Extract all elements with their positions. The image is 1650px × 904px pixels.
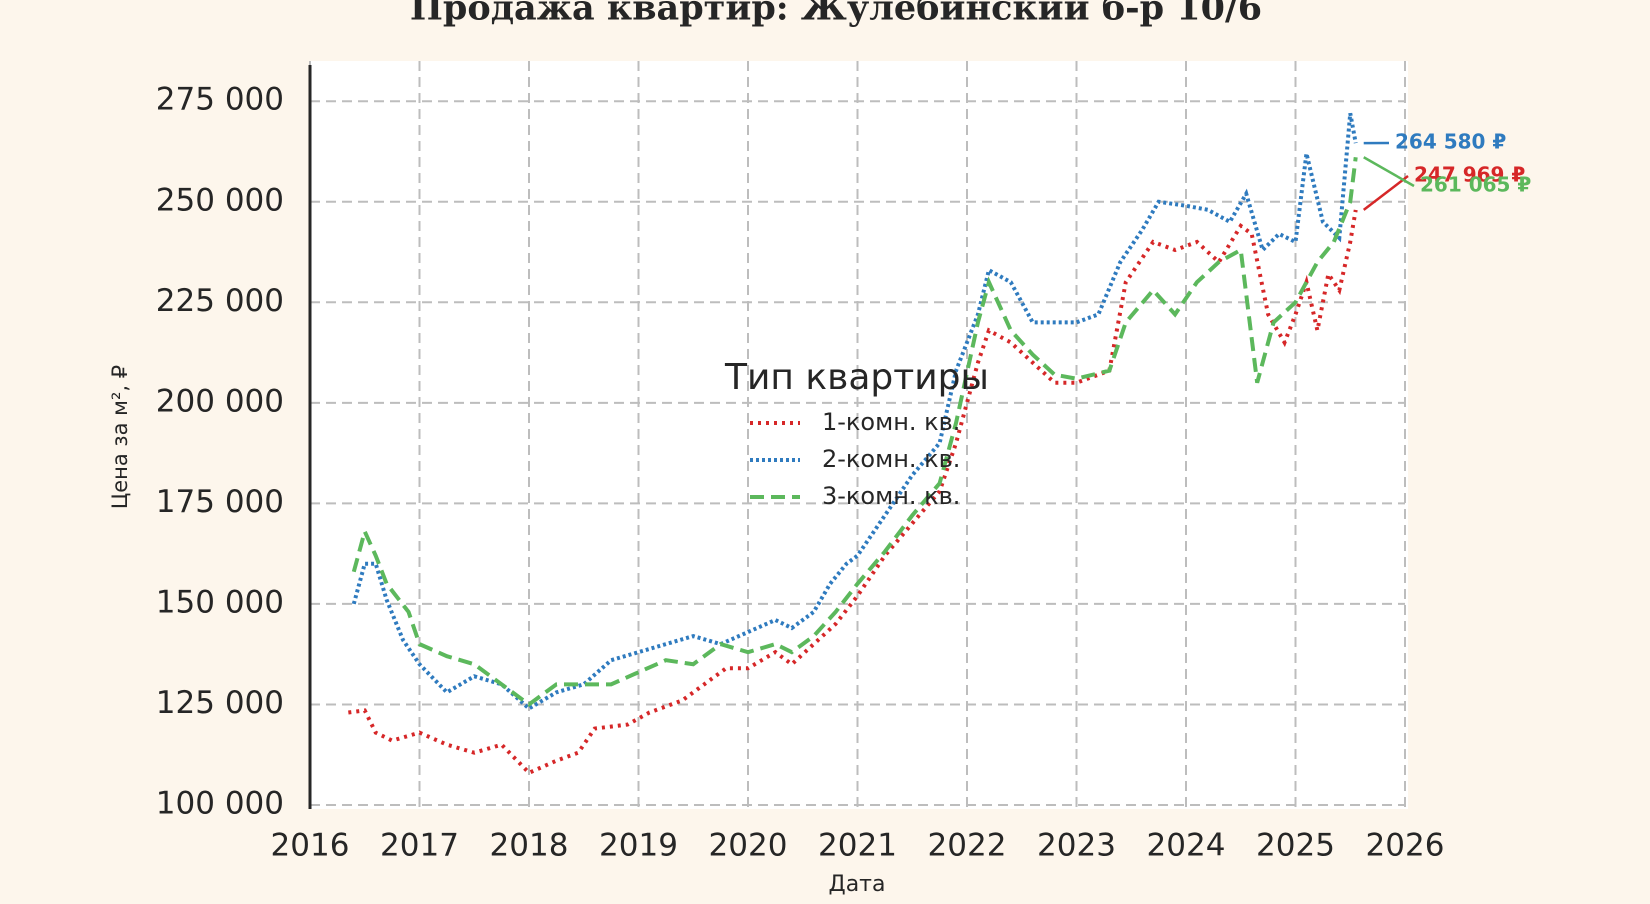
- y-tick-label: 125 000: [156, 685, 284, 721]
- legend-label: 1-комн. кв.: [822, 408, 960, 436]
- x-tick-label: 2024: [1147, 828, 1226, 864]
- x-tick-label: 2020: [709, 828, 788, 864]
- end-label: 261 065 ₽: [1420, 173, 1531, 197]
- x-tick-label: 2018: [490, 828, 569, 864]
- end-label: 264 580 ₽: [1395, 130, 1506, 154]
- x-axis-label: Дата: [829, 872, 886, 897]
- x-tick-label: 2026: [1366, 828, 1445, 864]
- y-tick-label: 150 000: [156, 584, 284, 620]
- x-tick-label: 2021: [818, 828, 897, 864]
- x-tick-label: 2017: [380, 828, 459, 864]
- y-axis-label: Цена за м², ₽: [108, 365, 132, 509]
- x-tick-label: 2023: [1037, 828, 1116, 864]
- y-tick-label: 275 000: [156, 82, 284, 118]
- x-tick-label: 2016: [271, 828, 350, 864]
- y-tick-label: 200 000: [156, 383, 284, 419]
- legend-title: Тип квартиры: [724, 357, 989, 398]
- x-tick-label: 2019: [599, 828, 678, 864]
- x-tick-label: 2022: [928, 828, 1007, 864]
- y-tick-label: 100 000: [156, 785, 284, 821]
- x-tick-label: 2025: [1256, 828, 1335, 864]
- legend-label: 2-комн. кв.: [822, 445, 960, 473]
- y-tick-label: 175 000: [156, 484, 284, 520]
- y-tick-label: 250 000: [156, 182, 284, 218]
- chart-title: Продажа квартир: Жулебинский б-р 10/6: [410, 0, 1262, 29]
- legend-label: 3-комн. кв.: [822, 482, 960, 510]
- y-tick-label: 225 000: [156, 283, 284, 319]
